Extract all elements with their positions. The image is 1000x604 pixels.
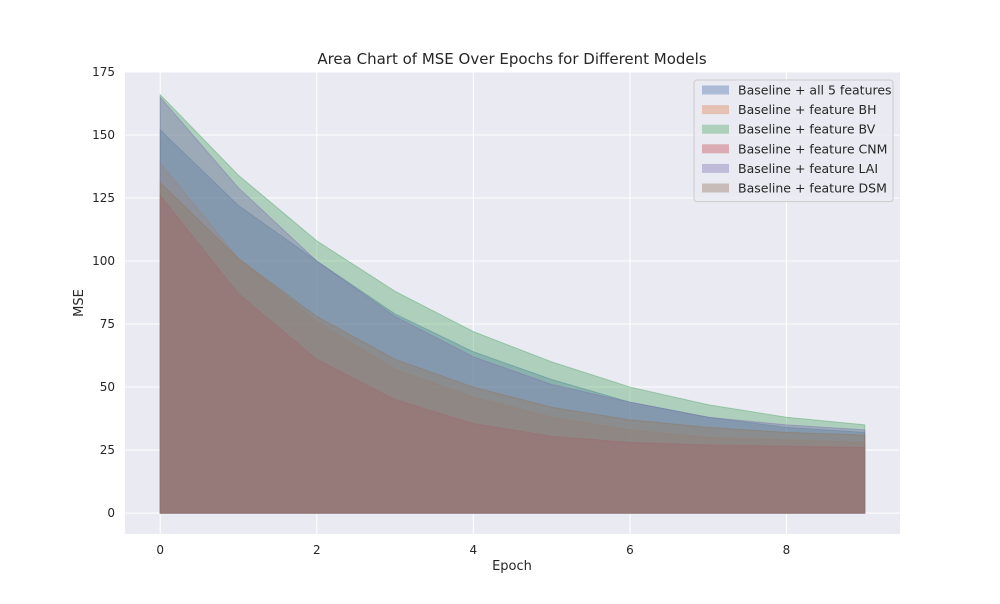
area-series-5 [159,181,866,514]
legend: Baseline + all 5 features Baseline + feat… [693,79,894,203]
y-tick-label: 75 [100,317,115,331]
x-tick-label: 8 [783,543,791,557]
y-tick-label: 50 [100,380,115,394]
legend-box [693,79,894,203]
x-axis-label: Epoch [492,559,532,574]
y-tick-label: 0 [107,506,115,520]
legend-swatch [702,183,729,193]
area-series-1 [159,161,866,514]
area-series-0 [159,128,866,514]
x-tick-label: 6 [626,543,634,557]
y-axis-label: MSE [72,289,87,317]
legend-swatch [702,144,729,154]
y-tick-label: 100 [92,254,115,268]
axis-ticks: 0 2 4 6 8 0 25 50 75 100 125 150 175 [92,65,790,557]
area-series [159,93,866,514]
legend-label: Baseline + feature BV [738,122,876,137]
area-series-3 [159,194,866,514]
area-series-4 [159,95,866,514]
chart-title: Area Chart of MSE Over Epochs for Differ… [317,50,707,68]
legend-label: Baseline + feature LAI [738,161,878,176]
y-tick-label: 25 [100,443,115,457]
legend-swatch [702,163,729,173]
y-tick-label: 150 [92,128,115,142]
legend-label: Baseline + feature DSM [738,181,887,196]
y-tick-label: 175 [92,65,115,79]
x-tick-label: 2 [313,543,321,557]
legend-label: Baseline + feature CNM [738,141,887,156]
legend-label: Baseline + feature BH [738,102,877,117]
legend-label: Baseline + all 5 features [738,83,892,98]
legend-swatch [702,105,729,115]
legend-swatch [702,124,729,134]
area-series-2 [159,93,866,514]
x-tick-label: 4 [470,543,478,557]
y-tick-label: 125 [92,191,115,205]
x-tick-label: 0 [156,543,164,557]
legend-swatch [702,85,729,95]
